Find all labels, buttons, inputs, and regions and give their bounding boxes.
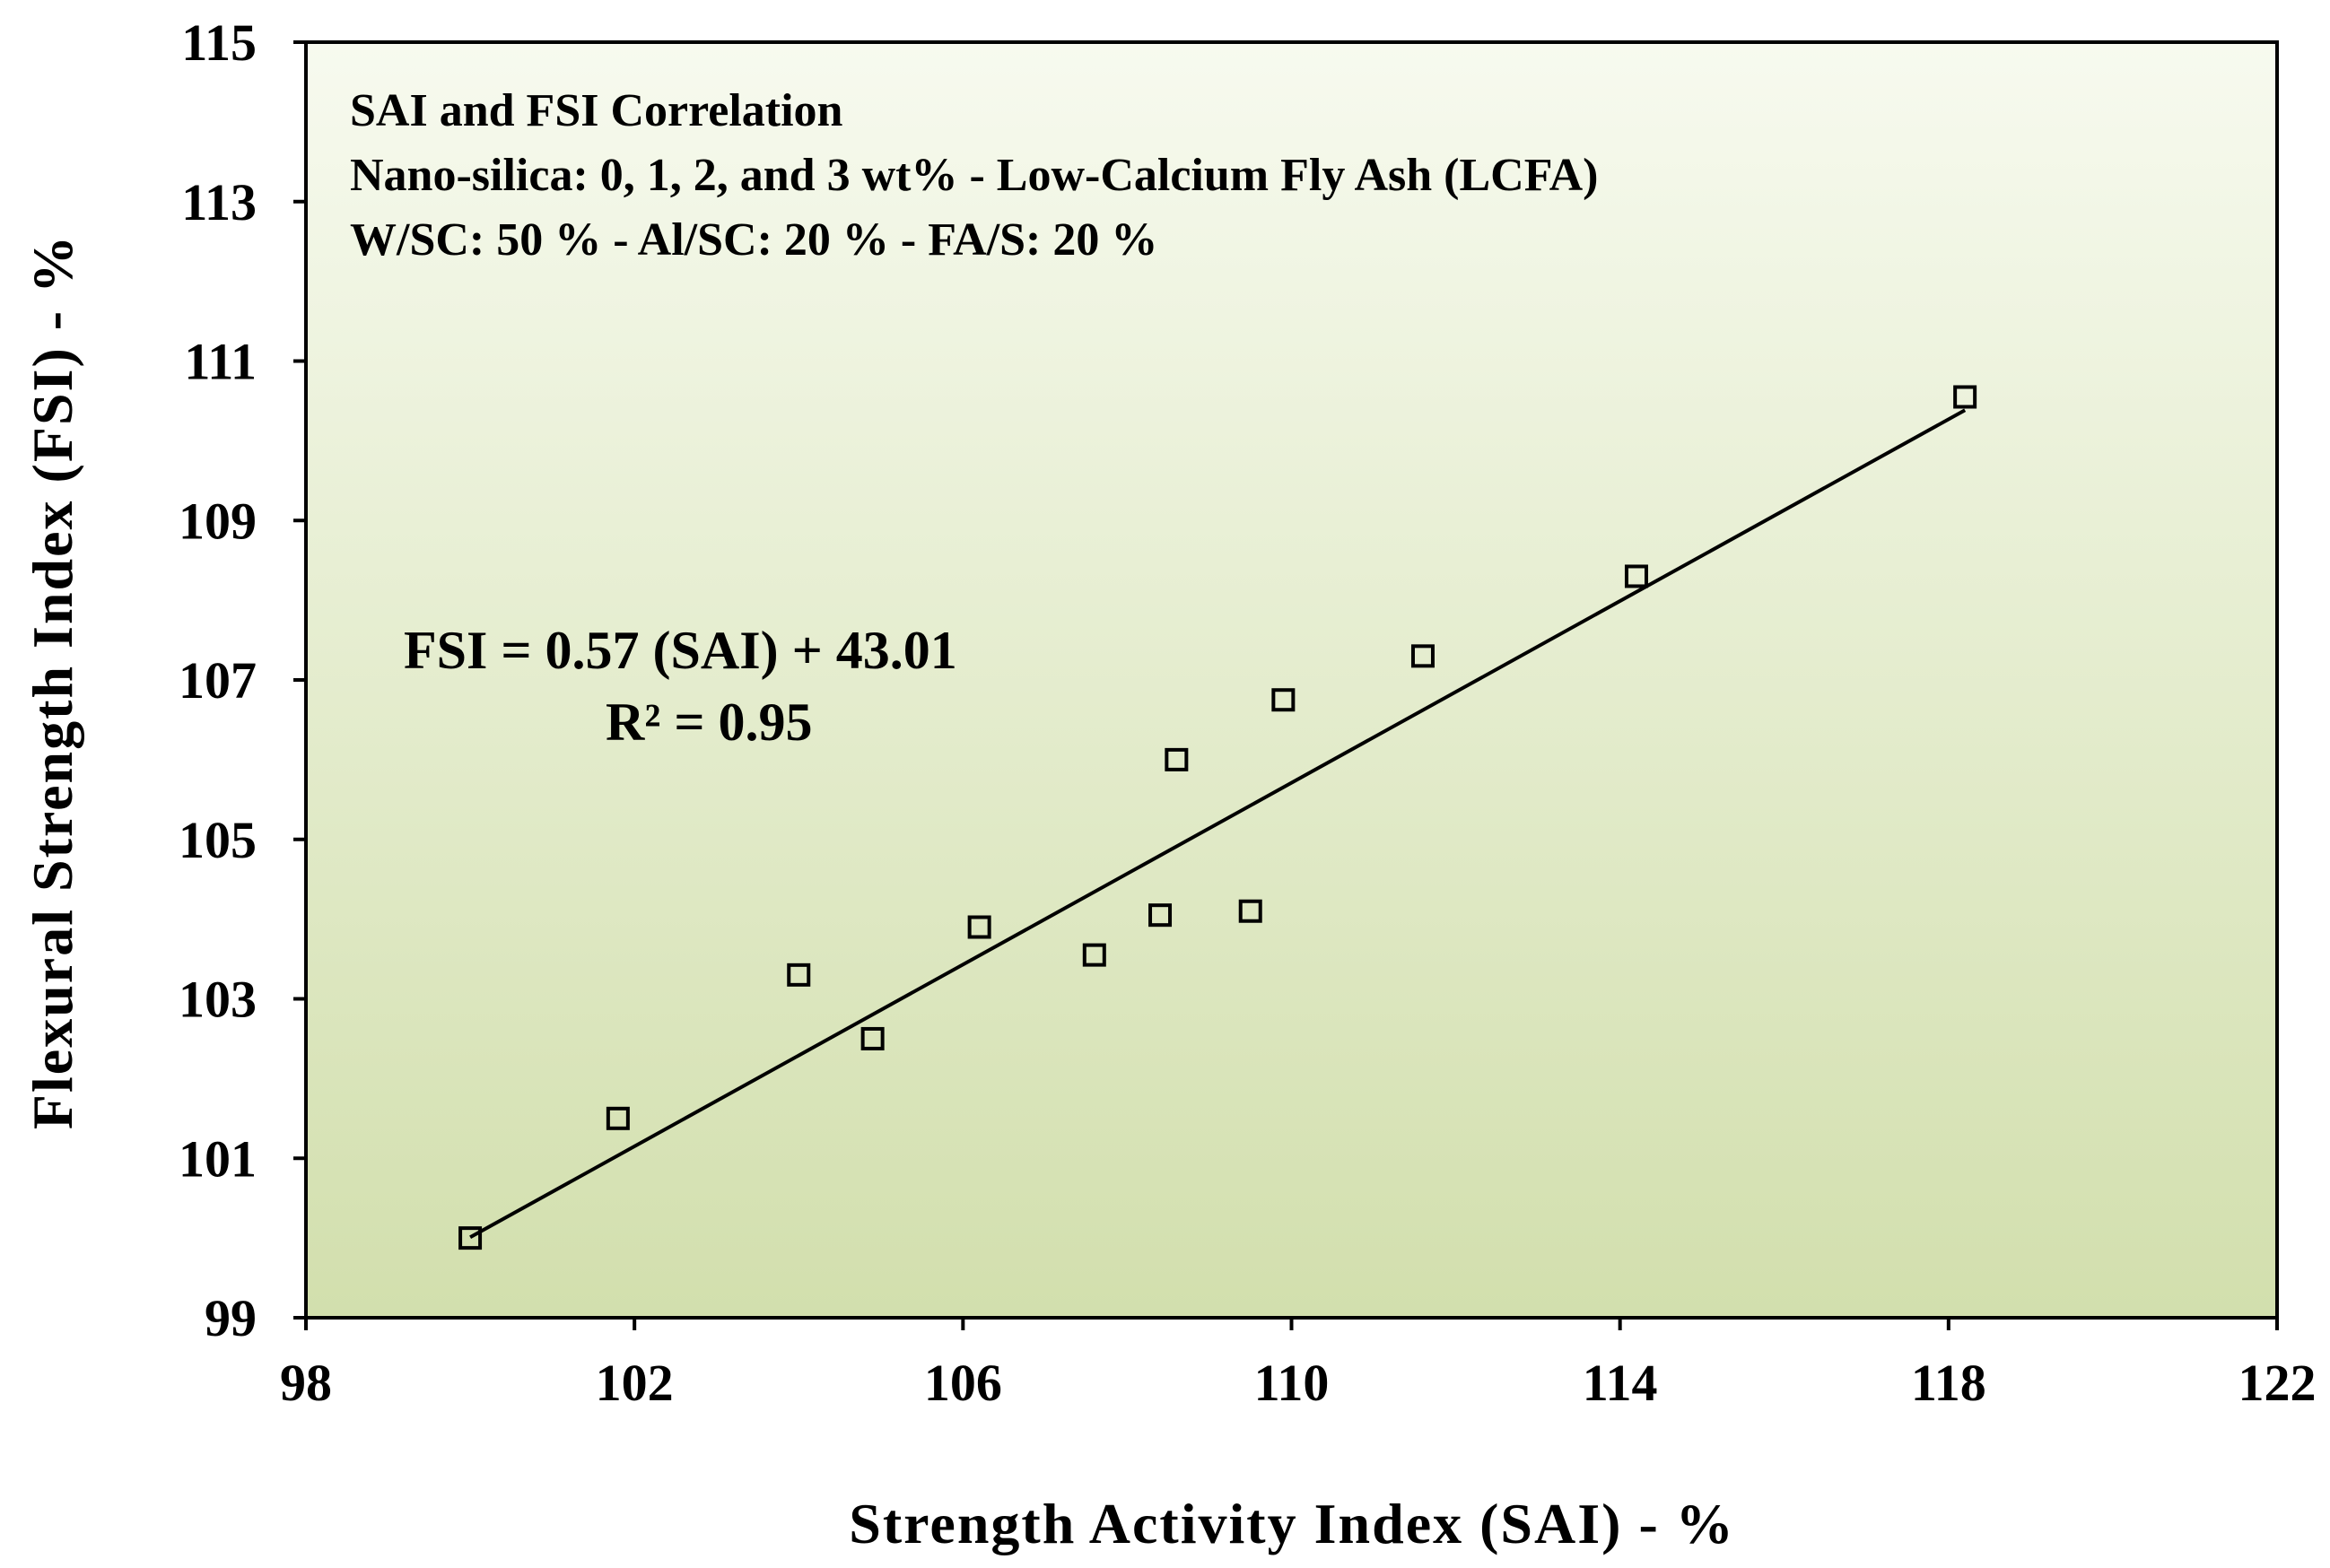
chart-title-line-3: W/SC: 50 % - Al/SC: 20 % - FA/S: 20 % bbox=[350, 214, 1157, 266]
trendline bbox=[469, 408, 1967, 1239]
data-point bbox=[458, 1226, 483, 1250]
x-tick-label: 114 bbox=[1583, 1354, 1658, 1412]
x-tick-label: 106 bbox=[924, 1354, 1002, 1412]
x-tick-label: 110 bbox=[1254, 1354, 1330, 1412]
x-tick-label: 118 bbox=[1911, 1354, 1986, 1412]
y-tick-label: 99 bbox=[205, 1289, 257, 1347]
y-tick-label: 109 bbox=[179, 492, 257, 550]
r-squared-label: R² = 0.95 bbox=[606, 693, 813, 752]
x-tick-label: 122 bbox=[2238, 1354, 2317, 1412]
y-tick-label: 107 bbox=[179, 651, 257, 710]
chart-title-line-2: Nano-silica: 0, 1, 2, and 3 wt% - Low-Ca… bbox=[350, 150, 1598, 201]
y-axis-label: Flexural Strength Index (FSI) - % bbox=[21, 234, 84, 1129]
y-tick-label: 105 bbox=[179, 811, 257, 869]
data-point bbox=[606, 1106, 630, 1130]
data-point bbox=[1082, 943, 1106, 967]
data-point bbox=[1148, 903, 1173, 928]
data-point bbox=[967, 915, 991, 939]
x-tick-label: 98 bbox=[280, 1354, 332, 1412]
data-point bbox=[1271, 688, 1296, 712]
x-tick-label: 102 bbox=[596, 1354, 674, 1412]
data-point bbox=[1953, 385, 1977, 409]
data-point bbox=[1238, 899, 1262, 923]
data-point bbox=[1165, 747, 1189, 771]
data-point bbox=[787, 963, 811, 987]
data-points bbox=[458, 385, 1977, 1250]
trendline-group bbox=[469, 408, 1967, 1239]
chart-title-block: SAI and FSI Correlation Nano-silica: 0, … bbox=[350, 85, 1598, 266]
plot-area bbox=[304, 40, 2279, 1320]
x-axis-label: Strength Activity Index (SAI) - % bbox=[849, 1492, 1735, 1555]
y-tick-label: 101 bbox=[179, 1129, 257, 1188]
data-point bbox=[860, 1026, 885, 1050]
data-point bbox=[1410, 644, 1435, 668]
y-tick-label: 103 bbox=[179, 971, 257, 1029]
y-tick-label: 115 bbox=[181, 13, 257, 72]
chart-title-line-1: SAI and FSI Correlation bbox=[350, 85, 843, 136]
data-point bbox=[1624, 564, 1648, 588]
y-tick-label: 111 bbox=[184, 333, 257, 391]
y-axis-ticks: 99 101 103 105 107 109 111 113 115 bbox=[179, 13, 306, 1347]
trendline-equation: FSI = 0.57 (SAI) + 43.01 bbox=[404, 621, 957, 680]
x-axis-ticks: 98 102 106 110 114 118 122 bbox=[280, 1318, 2317, 1412]
y-tick-label: 113 bbox=[181, 173, 257, 231]
